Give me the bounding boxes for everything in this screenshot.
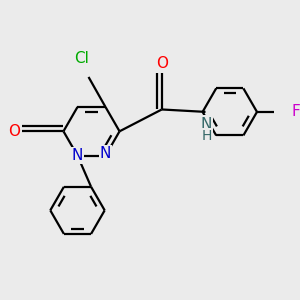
Text: Cl: Cl xyxy=(74,51,89,66)
Text: F: F xyxy=(292,104,300,119)
Text: O: O xyxy=(156,56,168,71)
Text: H: H xyxy=(201,129,212,143)
Text: O: O xyxy=(8,124,20,139)
Text: N: N xyxy=(100,146,111,161)
Text: N: N xyxy=(72,148,83,163)
Text: N: N xyxy=(201,116,212,131)
